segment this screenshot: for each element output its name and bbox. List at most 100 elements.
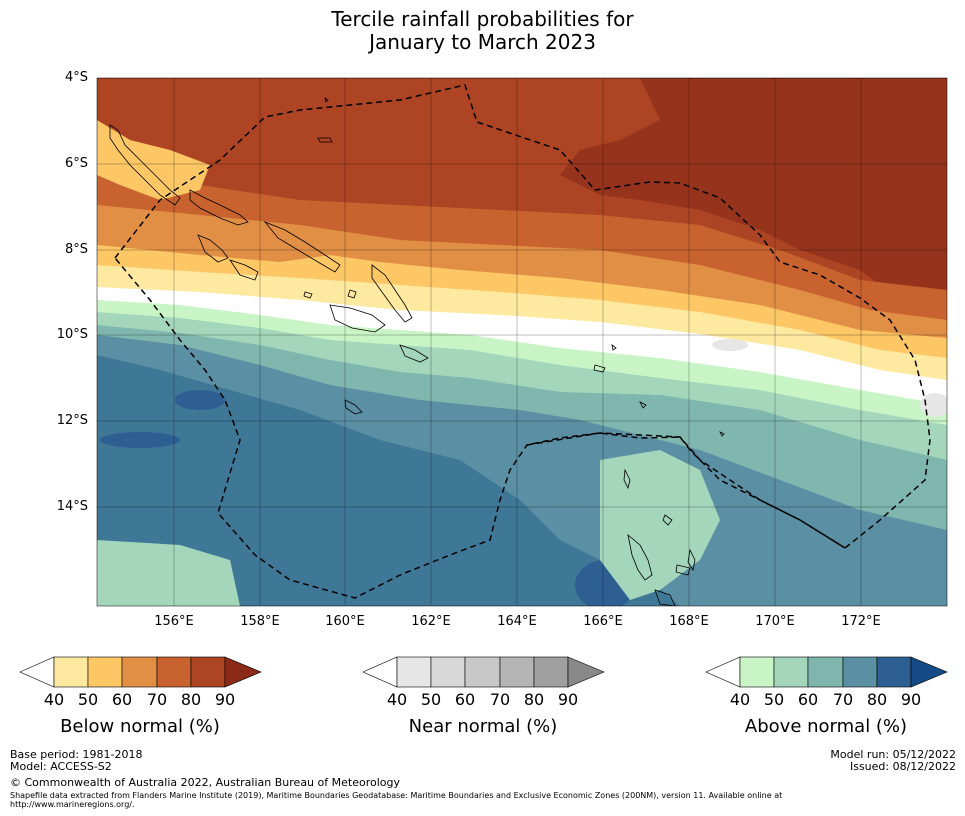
cb-near-seg-5: [533, 656, 569, 688]
band-above-80: [97, 355, 680, 606]
pentecost-outline: [687, 548, 696, 572]
lat-label-4s: 4°S: [64, 70, 88, 85]
cb-below-seg-1: [53, 656, 89, 688]
cb-near-seg-1: [396, 656, 432, 688]
title-line-2: January to March 2023: [369, 30, 596, 54]
cb-below-seg-5: [190, 656, 226, 688]
choiseul-outline: [189, 189, 249, 226]
title-line-1: Tercile rainfall probabilities for: [331, 7, 634, 31]
map-frame: [96, 77, 948, 607]
cb-below-tick: 80: [180, 690, 202, 709]
legend-below-title: Below normal (%): [60, 716, 220, 737]
cb-above-min: [705, 656, 741, 688]
shapefile-credit-line-2: http://www.marineregions.org/.: [10, 800, 135, 809]
cb-below-tick: 60: [111, 690, 133, 709]
band-above-50-60-sw: [97, 540, 240, 606]
lat-label-8s: 8°S: [64, 242, 88, 257]
lon-label-156e: 156°E: [154, 614, 194, 629]
model-run: Model run: 05/12/2022: [830, 748, 956, 761]
band-below-50-60-tongue: [97, 120, 210, 200]
lon-label-168e: 168°E: [669, 614, 709, 629]
duff-islands-outline: [639, 401, 647, 409]
copyright: © Commonwealth of Australia 2022, Austra…: [10, 776, 400, 789]
santa-cruz-outline: [593, 364, 606, 373]
cb-below-tick: 70: [146, 690, 168, 709]
issued-date: Issued: 08/12/2022: [849, 760, 956, 773]
cb-below-tick: 50: [77, 690, 99, 709]
cb-near-tick: 80: [523, 690, 545, 709]
guadalcanal-outline: [329, 304, 386, 333]
cb-near-seg-3: [464, 656, 501, 688]
lon-label-164e: 164°E: [497, 614, 537, 629]
base-period: Base period: 1981-2018: [10, 748, 143, 761]
cb-near-seg-2: [430, 656, 466, 688]
cb-above-seg-4: [842, 656, 878, 688]
lat-label-6s: 6°S: [64, 156, 88, 171]
russell-islands-outline: [229, 259, 259, 281]
cb-above-seg-5: [876, 656, 912, 688]
makira-outline: [399, 344, 429, 363]
band-near-40-50: [712, 339, 748, 351]
malaita-outline: [371, 264, 413, 323]
cb-above-seg-1: [739, 656, 775, 688]
band-near-40-50-east: [920, 393, 947, 417]
band-above-90-west: [100, 432, 180, 448]
lon-label-172e: 172°E: [841, 614, 881, 629]
lon-label-158e: 158°E: [240, 614, 280, 629]
cb-above-seg-2: [773, 656, 809, 688]
cb-near-tick: 70: [489, 690, 511, 709]
espiritu-santo-outline: [627, 533, 653, 581]
lon-label-160e: 160°E: [325, 614, 365, 629]
cb-below-seg-3: [121, 656, 158, 688]
cb-below-tick: 90: [214, 690, 236, 709]
efate-outline: [654, 589, 676, 606]
malekula-outline: [675, 564, 691, 576]
torres-islands-outline: [623, 468, 631, 490]
band-above-50-60-se: [600, 450, 720, 600]
cb-below-min: [19, 656, 55, 688]
cb-near-tick: 50: [420, 690, 442, 709]
band-below-90: [560, 78, 947, 300]
cb-near-min: [362, 656, 398, 688]
maewo-outline: [662, 514, 673, 526]
map-title: Tercile rainfall probabilities for Janua…: [0, 8, 965, 54]
cb-near-tick: 60: [454, 690, 476, 709]
shapefile-credit-line-1: Shapefile data extracted from Flanders M…: [10, 791, 783, 800]
cb-below-seg-4: [156, 656, 192, 688]
cb-above-seg-3: [807, 656, 844, 688]
rennell-outline: [344, 399, 363, 415]
legend-near-title: Near normal (%): [408, 716, 558, 737]
vanuatu-eez: [526, 432, 846, 549]
lat-label-14s: 14°S: [56, 499, 88, 514]
lat-label-10s: 10°S: [56, 327, 88, 342]
cb-above-tick: 70: [832, 690, 854, 709]
cb-below-max: [224, 656, 262, 688]
lat-label-12s: 12°S: [56, 413, 88, 428]
cb-above-max: [910, 656, 948, 688]
colorbar-above: [705, 656, 948, 688]
cb-below-seg-2: [87, 656, 123, 688]
model-name: Model: ACCESS-S2: [10, 760, 112, 773]
cb-near-tick: 90: [557, 690, 579, 709]
map-field: [97, 78, 947, 606]
cb-above-tick: 90: [900, 690, 922, 709]
cb-above-tick: 40: [729, 690, 751, 709]
bougainville-outline: [109, 124, 181, 206]
lon-label-162e: 162°E: [411, 614, 451, 629]
cb-below-tick: 40: [43, 690, 65, 709]
cb-above-tick: 60: [797, 690, 819, 709]
cb-above-tick: 50: [763, 690, 785, 709]
colorbar-near: [362, 656, 605, 688]
legend-above-title: Above normal (%): [744, 716, 908, 737]
gridlines: [97, 78, 947, 606]
coastlines: [109, 97, 725, 606]
lon-label-166e: 166°E: [583, 614, 623, 629]
cb-near-seg-4: [499, 656, 535, 688]
solomon-vanuatu-eez: [114, 84, 931, 599]
colorbar-below: [19, 656, 262, 688]
new-georgia-outline: [197, 234, 229, 263]
band-above-90-mid: [175, 390, 225, 410]
lon-label-170e: 170°E: [755, 614, 795, 629]
cb-above-tick: 80: [866, 690, 888, 709]
